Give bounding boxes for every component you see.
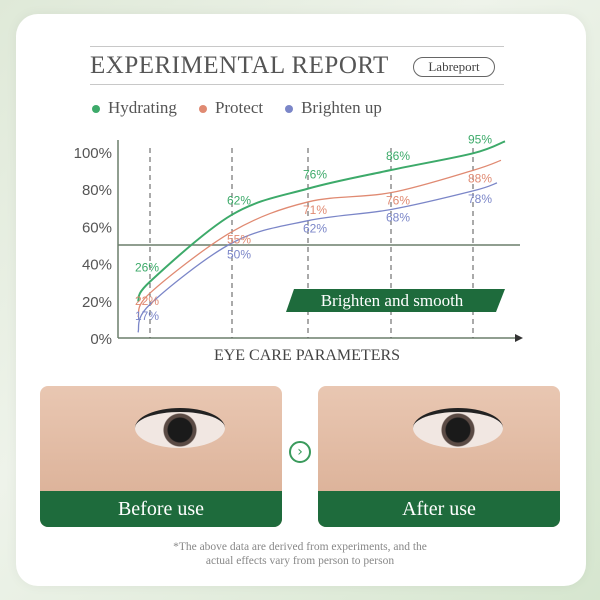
data-label: 76% [303,168,327,182]
labreport-badge: Labreport [413,57,495,77]
page-title: EXPERIMENTAL REPORT [90,52,389,79]
data-label: 22% [135,294,159,308]
chevron-right-icon: › [289,441,311,463]
data-label: 78% [468,192,492,206]
legend-protect: Protect [198,98,263,118]
banner-text: Brighten and smooth [321,291,464,310]
before-label: Before use [40,491,282,527]
divider [90,84,504,85]
x-axis-label: EYE CARE PARAMETERS [214,347,400,364]
data-label: 88% [468,171,492,185]
data-label: 95% [468,132,492,146]
y-tick-label: 0% [90,331,112,348]
footnote: *The above data are derived from experim… [0,540,600,568]
footnote-line: *The above data are derived from experim… [173,541,427,553]
legend-brighten: Brighten up [285,98,382,118]
before-photo: Before use [40,386,282,527]
series-line-0 [137,140,506,303]
after-photo: After use [318,386,560,527]
data-label: 62% [303,222,327,236]
data-label: 62% [227,194,251,208]
y-tick-label: 100% [74,145,112,162]
series-line-2 [137,182,498,333]
eye-image [135,408,225,448]
after-label: After use [318,491,560,527]
data-label: 86% [386,149,410,163]
data-label: 17% [135,309,159,323]
x-axis-arrow-icon [515,334,523,342]
legend-hydrating: Hydrating [92,98,177,118]
y-tick-label: 60% [82,219,112,236]
y-tick-label: 20% [82,294,112,311]
y-tick-label: 40% [82,257,112,274]
chart: 0% 20% 40% 60% 80% 100% EYE CARE PARAMETERS Bri… [74,132,523,364]
eye-image [413,408,503,448]
footnote-line: actual effects vary from person to perso… [205,555,395,567]
data-label: 76% [386,194,410,208]
data-label: 26% [135,261,159,275]
series-line-1 [137,159,502,318]
banner [286,289,505,312]
y-tick-label: 80% [82,182,112,199]
divider [90,46,504,47]
legend: Hydrating Protect Brighten up [92,98,382,118]
data-label: 71% [303,203,327,217]
data-label: 50% [227,248,251,262]
data-label: 55% [227,233,251,247]
data-label: 68% [386,211,410,225]
